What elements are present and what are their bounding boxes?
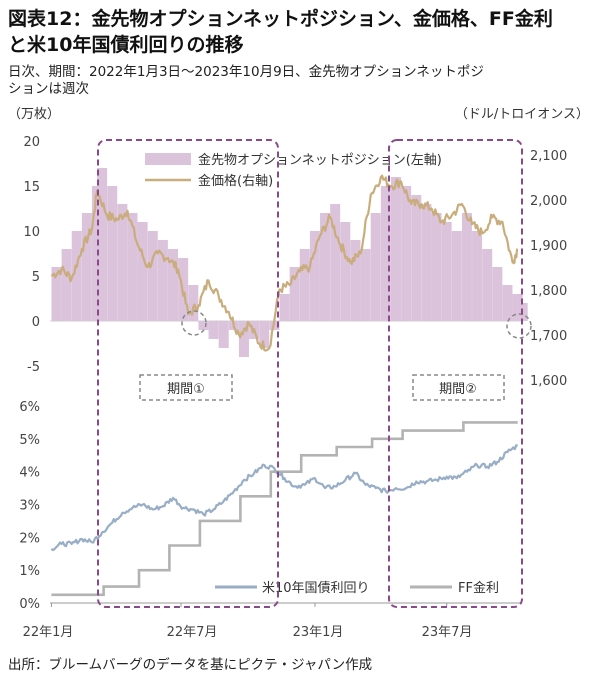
net-position-bar (431, 213, 442, 321)
net-position-bar (61, 249, 72, 321)
net-position-bar (147, 231, 158, 321)
right-axis-tick-label: 1,800 (530, 284, 567, 299)
net-position-bar (289, 267, 300, 321)
ff-rate-line (51, 421, 518, 597)
left-axis-tick-label: 0 (32, 315, 40, 330)
right-axis-tick-label: 2,100 (530, 149, 567, 164)
net-position-bar (218, 321, 229, 348)
x-axis-tick-label: 22年1月 (23, 625, 74, 640)
net-position-bar (320, 213, 331, 321)
bottom-axis-tick-label: 0% (19, 597, 40, 612)
period1-box (97, 139, 279, 608)
net-position-bar (168, 249, 179, 321)
net-position-bar (188, 285, 199, 321)
net-position-bar (492, 267, 503, 321)
bottom-axis-tick-label: 1% (19, 564, 40, 579)
left-axis-tick-label: 5 (32, 270, 40, 285)
net-position-bar (441, 222, 452, 321)
net-position-bar (380, 186, 391, 321)
net-position-bar (411, 195, 422, 321)
net-position-bar (279, 294, 290, 321)
net-position-bar (97, 168, 108, 321)
chart-title-line2: と米10年国債利回りの推移 (8, 34, 244, 56)
net-position-bar (390, 177, 401, 321)
net-position-bar (401, 186, 412, 321)
net-position-bar (81, 213, 92, 321)
net-position-bar (137, 222, 148, 321)
x-axis-tick-label: 22年7月 (167, 625, 218, 640)
period2-label-box (412, 374, 505, 401)
net-position-bar (472, 231, 483, 321)
left-axis-tick-label: -5 (27, 360, 40, 375)
right-axis-tick-label: 2,000 (530, 194, 567, 209)
net-position-bar (370, 213, 381, 321)
net-position-bar (71, 231, 82, 321)
circle-marker-period2 (506, 313, 532, 339)
period1-label: 期間① (167, 382, 205, 397)
period1-label-box (139, 374, 233, 401)
right-axis-unit: （ドル/トロイオンス） (454, 107, 589, 122)
chart-title: 図表12：金先物オプションネットポジション、金価格、FF金利 と米10年国債利回… (8, 6, 608, 58)
net-position-bar (461, 213, 472, 321)
net-position-bar (299, 249, 310, 321)
net-position-bar (51, 267, 62, 321)
net-position-bar (451, 231, 462, 321)
net-position-bar (512, 294, 523, 321)
net-position-bar (238, 321, 249, 357)
us10y-line (50, 444, 518, 552)
gold-price-line (50, 174, 519, 352)
right-axis-tick-label: 1,600 (530, 374, 567, 389)
source-note: 出所：ブルームバーグのデータを基にピクテ・ジャパン作成 (8, 657, 373, 673)
chart-subtitle-line1: 日次、期間：2022年1月3日～2023年10月9日、金先物オプションネットポジ (8, 64, 484, 80)
net-position-bar (157, 240, 168, 321)
x-axis-tick-label: 23年7月 (422, 625, 473, 640)
bottom-axis-tick-label: 4% (19, 466, 40, 481)
legend-label-ff-rate: FF金利 (458, 580, 499, 596)
legend-swatch-net-position (145, 153, 191, 165)
net-position-bar (482, 249, 493, 321)
net-position-bar (502, 285, 513, 321)
net-position-bar (198, 321, 209, 330)
net-position-bar (107, 186, 118, 321)
net-position-bar (421, 204, 432, 321)
net-position-bar (208, 321, 219, 339)
net-position-bar (330, 204, 341, 321)
left-axis-tick-label: 15 (23, 180, 40, 195)
right-axis-tick-label: 1,900 (530, 239, 567, 254)
legend-label-us10y: 米10年国債利回り (262, 581, 370, 596)
net-position-bar (259, 321, 270, 348)
net-position-bar (350, 240, 361, 321)
left-axis-tick-label: 10 (23, 225, 40, 240)
net-position-bar (127, 213, 138, 321)
period2-box (388, 139, 523, 608)
legend-label-net-position: 金先物オプションネットポジション(左軸) (198, 152, 442, 168)
net-position-bar (340, 222, 351, 321)
bottom-axis-tick-label: 3% (19, 499, 40, 514)
net-position-bar (360, 249, 371, 321)
left-axis-tick-label: 20 (23, 135, 40, 150)
right-axis-tick-label: 1,700 (530, 329, 567, 344)
circle-marker-period1 (181, 310, 207, 336)
bottom-axis-tick-label: 2% (19, 531, 40, 546)
bottom-axis-tick-label: 6% (19, 400, 40, 415)
net-position-bar (117, 204, 128, 321)
chart-subtitle: 日次、期間：2022年1月3日～2023年10月9日、金先物オプションネットポジ… (8, 64, 608, 98)
net-position-bar (309, 231, 320, 321)
left-axis-unit: （万枚） (8, 107, 61, 122)
bottom-axis-tick-label: 5% (19, 433, 40, 448)
legend-label-gold-price: 金価格(右軸) (198, 173, 273, 189)
chart-subtitle-line2: ションは週次 (8, 81, 89, 97)
period2-label: 期間② (439, 382, 477, 397)
x-axis-tick-label: 23年1月 (293, 625, 344, 640)
chart-title-line1: 図表12：金先物オプションネットポジション、金価格、FF金利 (8, 8, 553, 30)
